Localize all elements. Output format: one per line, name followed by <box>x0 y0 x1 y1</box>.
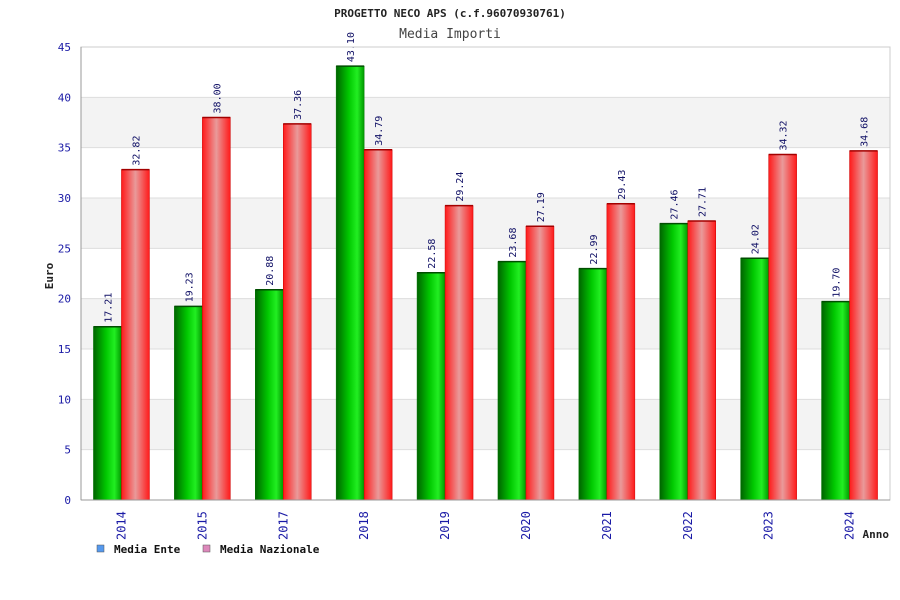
bar-media-nazionale-2018 <box>363 149 393 501</box>
data-label: 19.23 <box>184 272 195 302</box>
bar-media-ente-2021 <box>578 268 608 501</box>
chart-title: PROGETTO NECO APS (c.f.96070930761) <box>334 7 566 20</box>
y-tick-label: 30 <box>58 192 71 205</box>
x-axis-title: Anno <box>863 528 890 541</box>
bar-media-ente-2023 <box>740 257 769 501</box>
data-label: 24.02 <box>751 224 762 254</box>
data-label: 27.46 <box>670 189 681 219</box>
legend-swatch-media-nazionale <box>202 544 211 553</box>
legend: Media Ente Media Nazionale <box>96 543 320 556</box>
bar-media-ente-2022 <box>659 223 688 501</box>
y-tick-label: 45 <box>58 41 71 54</box>
data-label: 23.68 <box>508 228 519 258</box>
y-tick-label: 15 <box>58 343 71 356</box>
bar-media-ente-2015 <box>174 306 203 501</box>
chart-subtitle: Media Importi <box>399 27 501 42</box>
y-tick-label: 10 <box>58 393 71 406</box>
data-label: 38.00 <box>212 83 223 113</box>
data-label: 19.70 <box>832 268 843 298</box>
bar-media-ente-2017 <box>255 289 284 501</box>
bar-media-ente-2024 <box>821 301 850 501</box>
x-tick-label: 2021 <box>600 511 614 540</box>
y-tick-label: 35 <box>58 142 71 155</box>
axes <box>80 46 891 501</box>
x-tick-label: 2018 <box>357 511 371 540</box>
x-axis-ticks: 2014 2015 2017 2018 2019 2020 2021 2022 2023 2024 <box>114 511 856 540</box>
x-tick-label: 2024 <box>843 511 857 540</box>
x-tick-label: 2014 <box>114 511 128 540</box>
x-tick-label: 2020 <box>519 511 533 540</box>
data-label: 27.71 <box>698 187 709 217</box>
data-label: 22.99 <box>589 234 600 264</box>
bar-media-ente-2018 <box>335 65 365 501</box>
bar-media-nazionale-2022 <box>687 220 716 501</box>
bar-media-nazionale-2015 <box>202 117 231 501</box>
y-tick-label: 20 <box>58 293 71 306</box>
bar-media-ente-2020 <box>497 261 527 501</box>
bar-media-nazionale-2021 <box>606 203 636 501</box>
bar-media-ente-2014 <box>93 326 122 501</box>
y-tick-label: 25 <box>58 242 71 255</box>
data-label: 34.32 <box>779 120 790 150</box>
x-tick-label: 2023 <box>762 511 776 540</box>
y-axis-title: Euro <box>43 262 56 289</box>
bar-media-nazionale-2019 <box>444 205 474 501</box>
data-label: 22.58 <box>427 239 438 269</box>
data-label: 29.24 <box>455 172 466 202</box>
bar-media-nazionale-2024 <box>849 150 878 501</box>
data-label: 32.82 <box>131 136 142 166</box>
y-tick-label: 0 <box>64 494 71 507</box>
x-tick-label: 2019 <box>438 511 452 540</box>
legend-label-media-nazionale: Media Nazionale <box>220 543 320 556</box>
bar-media-ente-2019 <box>416 272 446 501</box>
y-tick-label: 40 <box>58 91 71 104</box>
data-label: 34.68 <box>860 117 871 147</box>
bar-media-nazionale-2014 <box>121 169 150 501</box>
plot-band <box>81 47 890 98</box>
data-label: 27.19 <box>536 192 547 222</box>
data-label: 20.88 <box>265 256 276 286</box>
bar-series <box>93 65 878 501</box>
data-label: 37.36 <box>293 90 304 120</box>
legend-label-media-ente: Media Ente <box>114 543 181 556</box>
bar-media-nazionale-2023 <box>768 154 797 501</box>
legend-swatch-media-ente <box>96 544 105 553</box>
y-axis-ticks: 0 5 10 15 20 25 30 35 40 45 <box>58 41 71 507</box>
data-label: 17.21 <box>103 293 114 323</box>
data-label: 34.79 <box>374 116 385 146</box>
bar-media-nazionale-2020 <box>525 226 555 501</box>
x-tick-label: 2017 <box>276 511 290 540</box>
x-tick-label: 2022 <box>681 511 695 540</box>
x-tick-label: 2015 <box>195 511 209 540</box>
data-label: 29.43 <box>617 170 628 200</box>
y-tick-label: 5 <box>64 444 71 457</box>
bar-media-nazionale-2017 <box>283 123 312 501</box>
